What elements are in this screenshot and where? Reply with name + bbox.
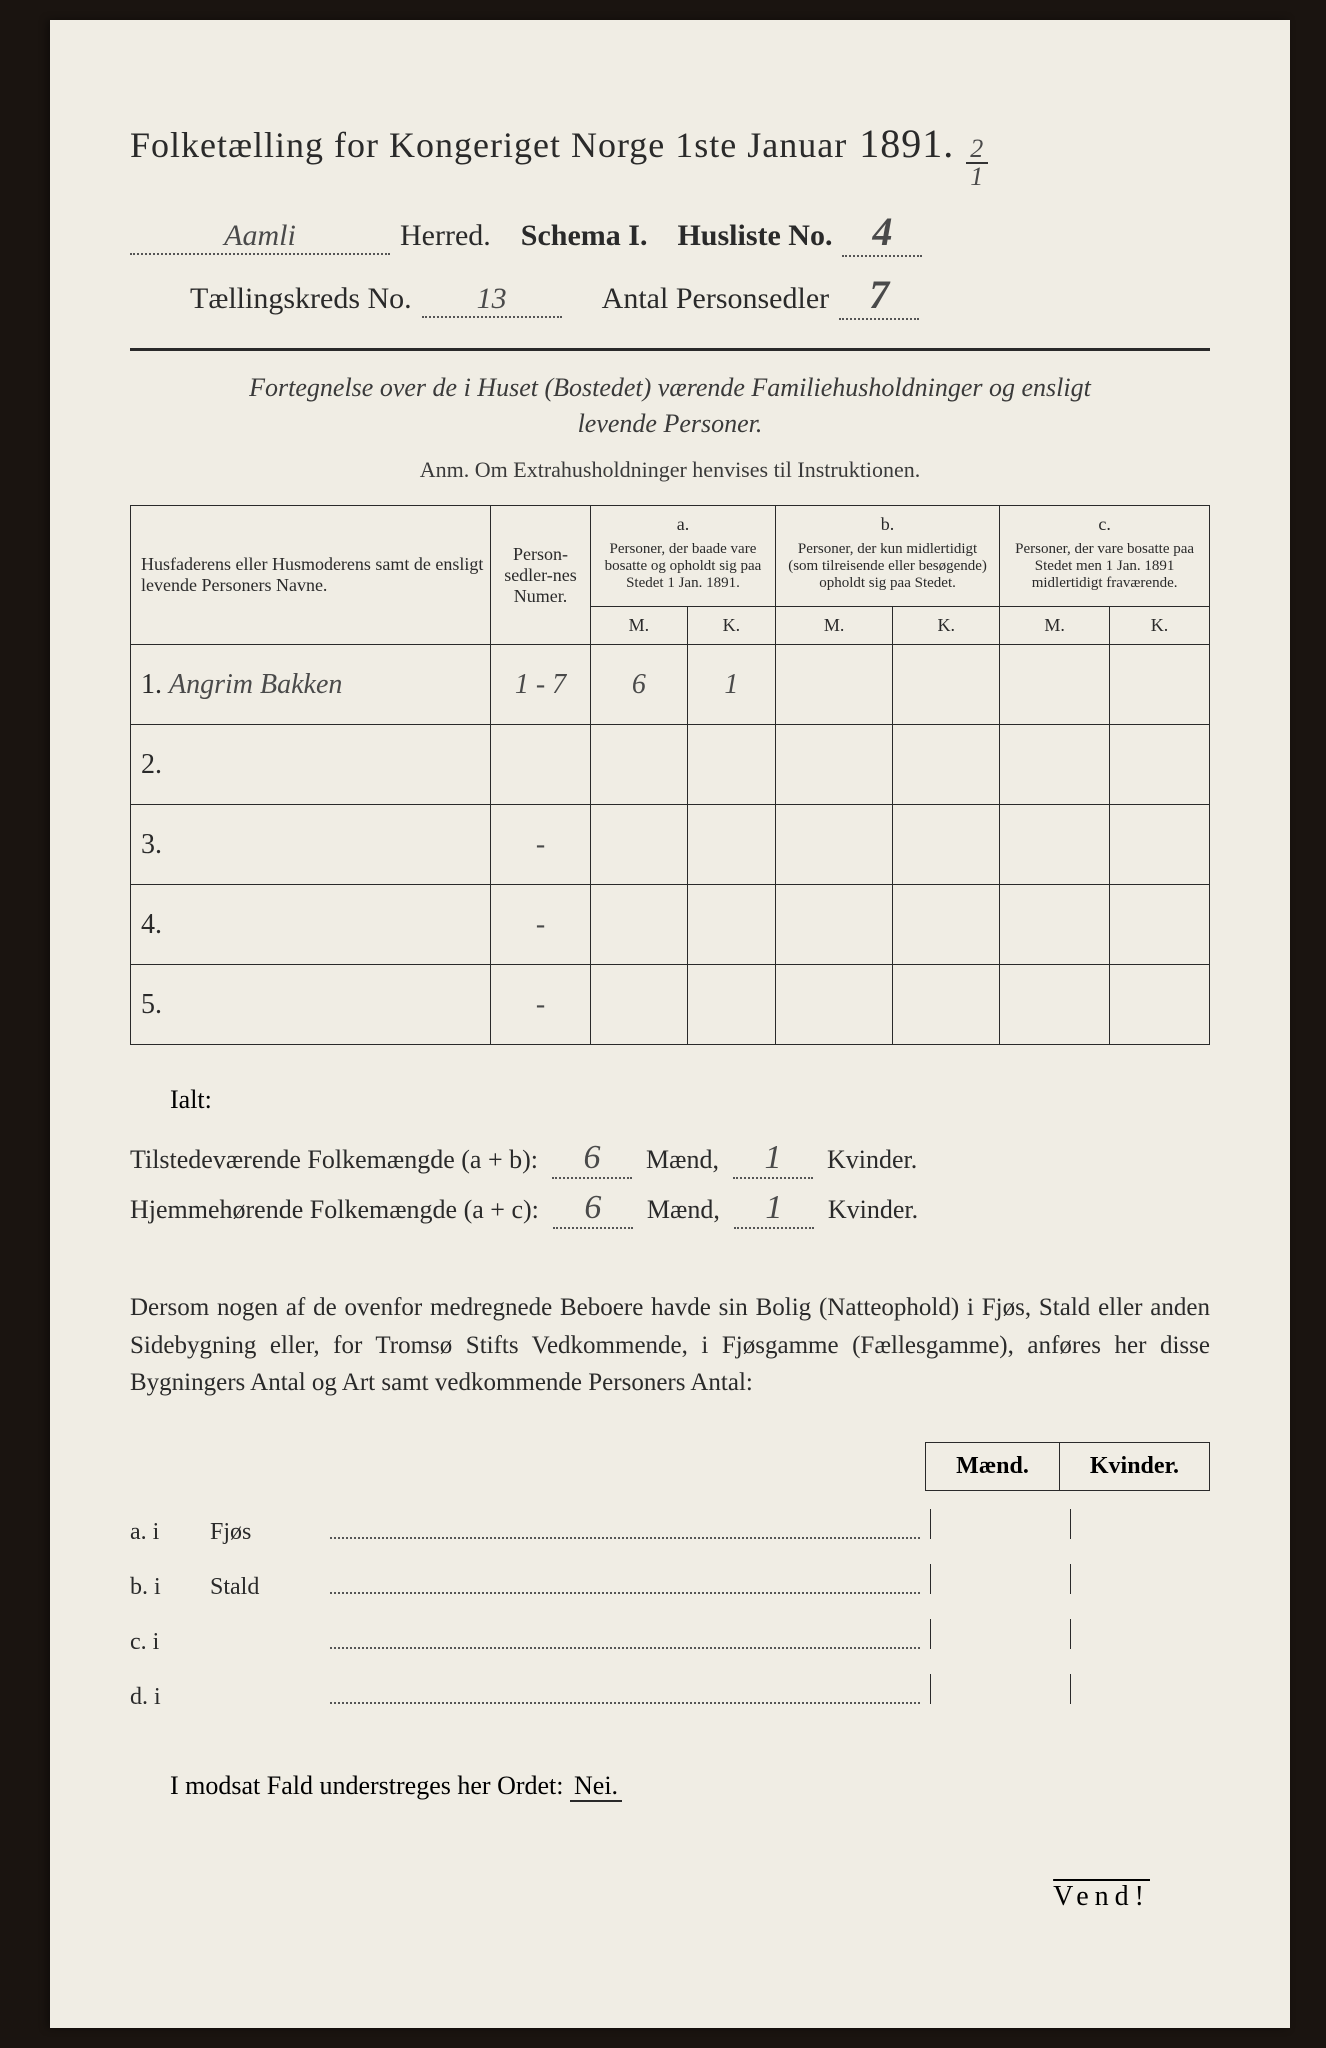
th-c: c. Personer, der vare bosatte paa Stedet… <box>1000 506 1210 607</box>
kreds-value: 13 <box>422 282 562 318</box>
row-a-k <box>687 805 775 885</box>
small-th-maend: Mænd. <box>926 1442 1060 1490</box>
row-num: - <box>491 965 591 1045</box>
tilstede-k: 1 <box>733 1139 813 1179</box>
title-fraction: 2 1 <box>966 136 988 190</box>
antal-value: 7 <box>839 271 919 320</box>
row-b-m <box>775 805 892 885</box>
husliste-value: 4 <box>842 208 922 257</box>
sum-hjemme: Hjemmehørende Folkemængde (a + c): 6 Mæn… <box>130 1189 1210 1229</box>
nei-line: I modsat Fald understreges her Ordet: Ne… <box>170 1771 1210 1801</box>
header-row-2: Tællingskreds No. 13 Antal Personsedler … <box>190 271 1210 320</box>
row-a-m: 6 <box>591 645 688 725</box>
row-a-m <box>591 965 688 1045</box>
th-b-m: M. <box>775 607 892 645</box>
row-a-m <box>591 885 688 965</box>
building-row: d. i <box>130 1674 1210 1711</box>
row-name: 2. <box>131 725 491 805</box>
row-b-m <box>775 885 892 965</box>
sum-tilstede: Tilstedeværende Folkemængde (a + b): 6 M… <box>130 1139 1210 1179</box>
title-year: 1891. <box>859 120 954 167</box>
row-num: - <box>491 885 591 965</box>
building-row: a. i Fjøs <box>130 1509 1210 1546</box>
th-names: Husfaderens eller Husmoderens samt de en… <box>131 506 491 645</box>
row-c-k <box>1110 645 1210 725</box>
table-row: 3. - <box>131 805 1210 885</box>
th-c-m: M. <box>1000 607 1110 645</box>
small-th-kvinder: Kvinder. <box>1059 1442 1209 1490</box>
kreds-label: Tællingskreds No. <box>190 282 412 316</box>
table-row: 5. - <box>131 965 1210 1045</box>
nei-word: Nei. <box>570 1771 622 1802</box>
row-a-m <box>591 725 688 805</box>
row-c-m <box>1000 885 1110 965</box>
th-a-k: K. <box>687 607 775 645</box>
subtitle-line1: Fortegnelse over de i Huset (Bostedet) v… <box>130 373 1210 403</box>
row-c-m <box>1000 645 1110 725</box>
small-table: Mænd. Kvinder. <box>925 1442 1210 1491</box>
th-b: b. Personer, der kun midlertidigt (som t… <box>775 506 999 607</box>
row-a-k <box>687 965 775 1045</box>
row-a-k <box>687 885 775 965</box>
row-b-k <box>893 725 1000 805</box>
th-c-k: K. <box>1110 607 1210 645</box>
row-name: 3. <box>131 805 491 885</box>
row-num: - <box>491 805 591 885</box>
main-table: Husfaderens eller Husmoderens samt de en… <box>130 505 1210 1045</box>
row-b-k <box>893 645 1000 725</box>
row-a-k: 1 <box>687 645 775 725</box>
hjemme-k: 1 <box>734 1189 814 1229</box>
herred-value: Aamli <box>130 219 390 255</box>
row-c-k <box>1110 805 1210 885</box>
header-row-1: Aamli Herred. Schema I. Husliste No. 4 <box>130 208 1210 257</box>
row-name: 5. <box>131 965 491 1045</box>
anm-note: Anm. Om Extrahusholdninger henvises til … <box>130 457 1210 483</box>
row-a-m <box>591 805 688 885</box>
subtitle-line2: levende Personer. <box>130 409 1210 439</box>
th-b-k: K. <box>893 607 1000 645</box>
row-b-m <box>775 645 892 725</box>
row-c-k <box>1110 965 1210 1045</box>
th-numer: Person-sedler-nes Numer. <box>491 506 591 645</box>
row-b-k <box>893 965 1000 1045</box>
divider <box>130 348 1210 351</box>
ialt-label: Ialt: <box>170 1085 1210 1115</box>
table-row: 1. Angrim Bakken 1 - 7 6 1 <box>131 645 1210 725</box>
row-c-k <box>1110 885 1210 965</box>
building-row: c. i <box>130 1619 1210 1656</box>
table-row: 4. - <box>131 885 1210 965</box>
herred-label: Herred. <box>400 219 491 253</box>
row-c-m <box>1000 805 1110 885</box>
row-name: 4. <box>131 885 491 965</box>
husliste-label: Husliste No. <box>677 219 832 253</box>
th-a-m: M. <box>591 607 688 645</box>
th-a: a. Personer, der baade vare bosatte og o… <box>591 506 776 607</box>
row-c-m <box>1000 965 1110 1045</box>
row-c-k <box>1110 725 1210 805</box>
row-num: 1 - 7 <box>491 645 591 725</box>
census-form-paper: Folketælling for Kongeriget Norge 1ste J… <box>50 20 1290 2028</box>
hjemme-m: 6 <box>553 1189 633 1229</box>
row-num <box>491 725 591 805</box>
vend-label: Vend! <box>130 1881 1210 1913</box>
row-name: 1. Angrim Bakken <box>131 645 491 725</box>
title-main: Folketælling for Kongeriget Norge 1ste J… <box>130 124 847 166</box>
row-b-k <box>893 885 1000 965</box>
row-b-m <box>775 965 892 1045</box>
paragraph-bolig: Dersom nogen af de ovenfor medregnede Be… <box>130 1289 1210 1402</box>
row-c-m <box>1000 725 1110 805</box>
row-b-k <box>893 805 1000 885</box>
title-line: Folketælling for Kongeriget Norge 1ste J… <box>130 120 1210 190</box>
row-b-m <box>775 725 892 805</box>
tilstede-m: 6 <box>552 1139 632 1179</box>
schema-label: Schema I. <box>521 219 648 253</box>
antal-label: Antal Personsedler <box>602 282 829 316</box>
row-a-k <box>687 725 775 805</box>
building-row: b. i Stald <box>130 1564 1210 1601</box>
table-row: 2. <box>131 725 1210 805</box>
